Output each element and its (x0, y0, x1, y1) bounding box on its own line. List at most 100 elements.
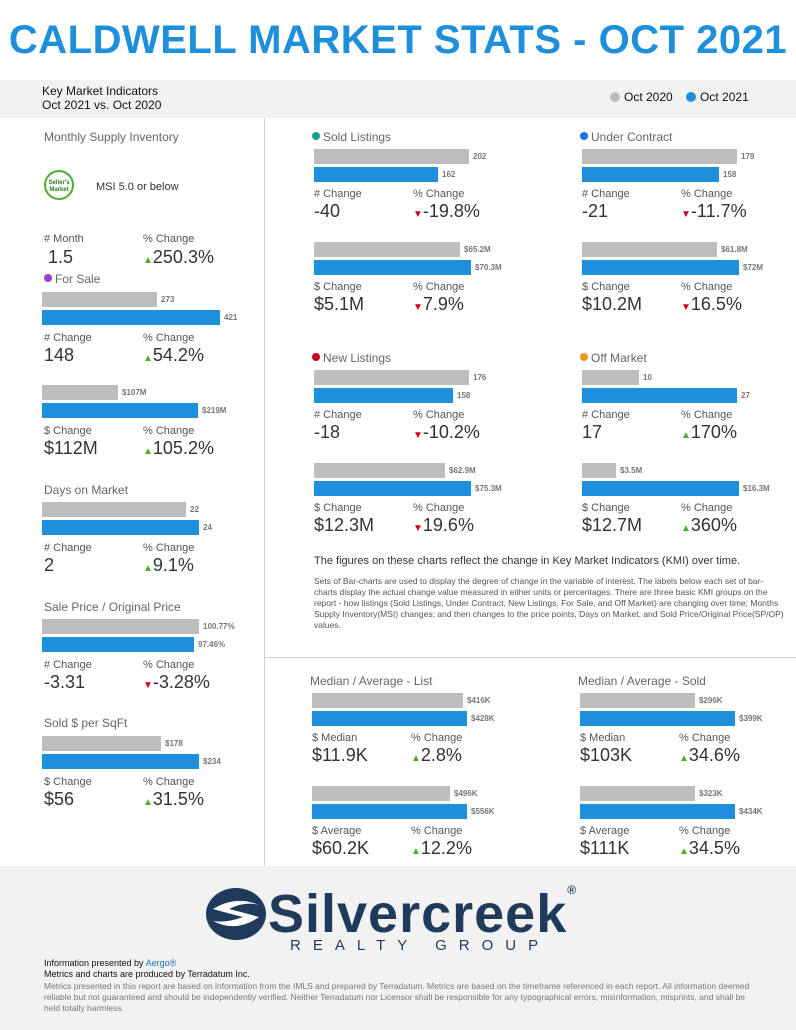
median-sold-c1-change-value: $103K (580, 745, 633, 765)
sold-listings-c1-bar-2021 (314, 167, 438, 182)
msi-heading: Monthly Supply Inventory (44, 130, 179, 144)
off-market-c1-change-label: # Change (582, 409, 630, 421)
sp-op-change-value: -3.31 (44, 672, 86, 692)
new-listings-c1-pct-text: -10.2% (422, 422, 480, 442)
sp-op-pct-text: -3.28% (152, 672, 210, 692)
median-list-c1-bar-2021-label: $428K (471, 714, 495, 723)
down-arrow-icon: ▼ (681, 209, 691, 220)
off-market-c1-bar-2020-label: 10 (643, 373, 652, 382)
up-arrow-icon: ▲ (681, 430, 691, 441)
median-sold-c2-pct-value: ▲34.5% (679, 838, 740, 859)
for-sale-heading-text: For Sale (55, 272, 101, 286)
median-list-c1-pct-label: % Change (411, 732, 463, 744)
off-market-c2-change-value: $12.7M (582, 515, 643, 535)
under-contract-c2-bar-2020 (582, 242, 717, 257)
down-arrow-icon: ▼ (143, 680, 153, 691)
under-contract-c1-change-value: -21 (582, 201, 609, 221)
msi-criteria: MSI 5.0 or below (96, 181, 179, 193)
sold-listings-c2-bar-2020-label: $65.2M (464, 245, 491, 254)
new-listings-c1-bar-2021-label: 158 (457, 391, 471, 400)
dom-pct-label: % Change (143, 542, 195, 554)
new-listings-c2-pct-value: ▼19.6% (413, 515, 474, 536)
legend-item-oct2020: Oct 2020 (610, 90, 673, 104)
median-sold-c2-bar-2020 (580, 786, 695, 801)
new-listings-c1-bar-2020 (314, 370, 469, 385)
down-arrow-icon: ▼ (413, 430, 423, 441)
up-arrow-icon: ▲ (411, 846, 421, 857)
sqft-heading: Sold $ per SqFt (44, 716, 127, 730)
median-list-heading: Median / Average - List (310, 674, 433, 688)
legend-label-oct2020: Oct 2020 (624, 90, 673, 104)
off-market-c1-pct-label: % Change (681, 409, 733, 421)
median-sold-c2-bar-2021-label: $434K (739, 807, 763, 816)
sold-listings-heading: Sold Listings (312, 130, 391, 144)
header-band (0, 80, 796, 118)
presented-prefix: Information presented by (44, 958, 146, 968)
median-sold-c1-pct-label: % Change (679, 732, 731, 744)
sqft-change-value: $56 (44, 789, 75, 809)
sold-listings-heading-dot-icon (312, 132, 320, 140)
new-listings-c2-bar-2021-label: $75.3M (475, 484, 502, 493)
up-arrow-icon: ▲ (143, 797, 153, 808)
off-market-c2-pct-label: % Change (681, 502, 733, 514)
down-arrow-icon: ▼ (681, 302, 691, 313)
median-sold-heading: Median / Average - Sold (578, 674, 706, 688)
median-sold-c2-change-label: $ Average (580, 825, 630, 837)
sold-listings-heading-text: Sold Listings (323, 130, 392, 144)
median-list-c2-bar-2021-label: $556K (471, 807, 495, 816)
sp-op-pct-label: % Change (143, 659, 195, 671)
brand-subtitle: REALTY GROUP (290, 937, 551, 954)
off-market-c2-bar-2020-label: $3.5M (620, 466, 643, 475)
under-contract-c2-pct-label: % Change (681, 281, 733, 293)
presented-by: Information presented by Aergo® (44, 958, 176, 968)
off-market-c1-bar-2021 (582, 388, 737, 403)
median-list-c2-bar-2020 (312, 786, 450, 801)
median-sold-c1-bar-2020-label: $296K (699, 696, 723, 705)
median-sold-c1-pct-value: ▲34.6% (679, 745, 740, 766)
sold-listings-c2-bar-2020 (314, 242, 460, 257)
for-sale-heading-dot-icon (44, 274, 52, 282)
footer-band (0, 866, 796, 1030)
under-contract-c1-pct-value: ▼-11.7% (681, 201, 747, 222)
median-list-heading-text: Median / Average - List (310, 674, 433, 688)
sold-listings-c1-change-label: # Change (314, 188, 362, 200)
page-title: CALDWELL MARKET STATS - OCT 2021 (8, 18, 788, 62)
dom-bar-2021-label: 24 (203, 523, 212, 532)
dom-pct-value: ▲9.1% (143, 555, 194, 576)
off-market-c1-bar-2020 (582, 370, 639, 385)
new-listings-c1-change-value: -18 (314, 422, 341, 442)
median-list-c2-pct-label: % Change (411, 825, 463, 837)
for-sale-count-bar-2020-label: 273 (161, 295, 175, 304)
off-market-c1-pct-value: ▲170% (681, 422, 737, 443)
sp-op-bar-2021-label: 97.46% (198, 640, 226, 649)
median-sold-c1-change-label: $ Median (580, 732, 626, 744)
kmi-line2: Oct 2021 vs. Oct 2020 (42, 98, 162, 112)
sqft-heading-text: Sold $ per SqFt (44, 716, 128, 730)
kmi-heading: Key Market Indicators Oct 2021 vs. Oct 2… (42, 84, 161, 112)
off-market-c2-bar-2021 (582, 481, 739, 496)
msi-change-label: # Month (44, 233, 84, 245)
aergo-link[interactable]: Aergo® (145, 958, 177, 968)
down-arrow-icon: ▼ (413, 523, 423, 534)
sp-op-change-label: # Change (44, 659, 92, 671)
msi-change-value: 1.5 (48, 247, 74, 267)
for-sale-volume-bar-2020-label: $107M (122, 388, 147, 397)
median-sold-c1-bar-2021 (580, 711, 735, 726)
median-sold-c1-bar-2021-label: $399K (739, 714, 763, 723)
off-market-c1-pct-text: 170% (690, 422, 737, 442)
up-arrow-icon: ▲ (143, 255, 153, 266)
under-contract-c2-change-value: $10.2M (582, 294, 643, 314)
for-sale-volume-pct-value: ▲105.2% (143, 438, 214, 459)
sqft-pct-label: % Change (143, 776, 195, 788)
for-sale-count-pct-value: ▲54.2% (143, 345, 204, 366)
sold-listings-c2-bar-2021-label: $70.3M (475, 263, 502, 272)
sold-listings-c2-pct-text: 7.9% (422, 294, 464, 314)
off-market-c2-pct-value: ▲360% (681, 515, 737, 536)
notes-paragraph: Sets of Bar-charts are used to display t… (314, 576, 784, 630)
off-market-c2-bar-2020 (582, 463, 616, 478)
new-listings-c1-change-label: # Change (314, 409, 362, 421)
for-sale-count-change-value: 148 (44, 345, 75, 365)
sold-listings-c1-bar-2020 (314, 149, 469, 164)
under-contract-heading-dot-icon (580, 132, 588, 140)
up-arrow-icon: ▲ (679, 753, 689, 764)
